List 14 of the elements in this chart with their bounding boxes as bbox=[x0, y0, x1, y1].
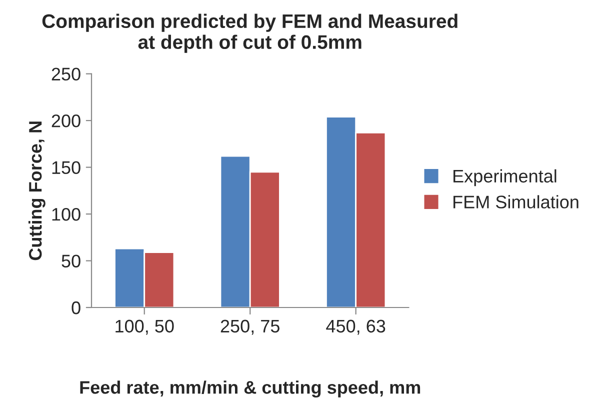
y-tick-label: 200 bbox=[52, 114, 80, 128]
y-tick-label: 0 bbox=[72, 301, 80, 314]
y-tick-label: 100 bbox=[52, 208, 80, 221]
y-tick-label: 150 bbox=[52, 161, 80, 174]
chart-title: Comparison predicted by FEM and Measured at depth of cut of 0.5mm bbox=[42, 14, 458, 53]
y-tick-label: 250 bbox=[52, 68, 80, 81]
x-axis-title: Feed rate, mm/min & cutting speed, mm bbox=[80, 380, 420, 398]
x-tick-label: 100, 50 bbox=[116, 320, 174, 335]
y-axis-title: Cutting Force, N bbox=[28, 122, 46, 260]
x-tick-label: 450, 63 bbox=[326, 320, 386, 335]
legend-label: FEM Simulation bbox=[454, 195, 578, 208]
legend-label: Experimental bbox=[454, 169, 556, 186]
x-tick-label: 250, 75 bbox=[220, 320, 280, 335]
y-tick-label: 50 bbox=[62, 254, 80, 268]
